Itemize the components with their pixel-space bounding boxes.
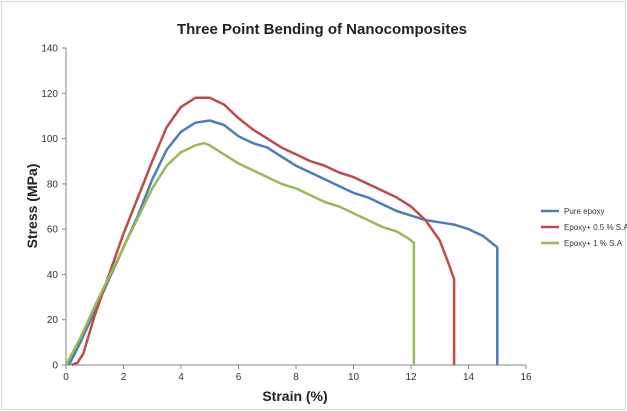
x-tick-label: 12 xyxy=(405,372,417,383)
y-tick-label: 0 xyxy=(52,361,58,372)
y-tick-label: 100 xyxy=(41,134,58,145)
y-tick-label: 60 xyxy=(47,225,59,236)
x-tick-label: 16 xyxy=(520,372,532,383)
x-tick-label: 14 xyxy=(463,372,475,383)
x-axis-label: Strain (%) xyxy=(262,388,327,404)
y-tick-label: 140 xyxy=(41,44,58,55)
y-tick-label: 40 xyxy=(47,270,59,281)
legend-label: Pure epoxy xyxy=(564,207,604,216)
y-tick-label: 80 xyxy=(47,179,59,190)
series-line-2 xyxy=(71,96,456,367)
legend-label: Epoxy+ 0.5 % S.A xyxy=(564,223,627,232)
x-tick-label: 2 xyxy=(121,372,127,383)
x-tick-label: 6 xyxy=(236,372,242,383)
x-tick-label: 10 xyxy=(348,372,360,383)
y-axis-label: Stress (MPa) xyxy=(24,164,40,249)
axis-ticks: 0 2 4 6 8 10 12 14 16 0 20 40 60 80 100 120 140 xyxy=(41,44,532,384)
x-tick-label: 8 xyxy=(293,372,299,383)
series-line-3 xyxy=(64,141,416,366)
legend: Pure epoxy Epoxy+ 0.5 % S.A Epoxy+ 1 % S.A xyxy=(541,207,627,248)
y-tick-label: 20 xyxy=(47,315,59,326)
chart-title: Three Point Bending of Nanocomposites xyxy=(177,21,467,38)
legend-label: Epoxy+ 1 % S.A xyxy=(564,239,623,248)
series-line-1 xyxy=(67,119,499,366)
x-tick-label: 4 xyxy=(178,372,184,383)
y-tick-label: 120 xyxy=(41,89,58,100)
x-tick-label: 0 xyxy=(63,372,69,383)
series-lines xyxy=(64,96,499,367)
